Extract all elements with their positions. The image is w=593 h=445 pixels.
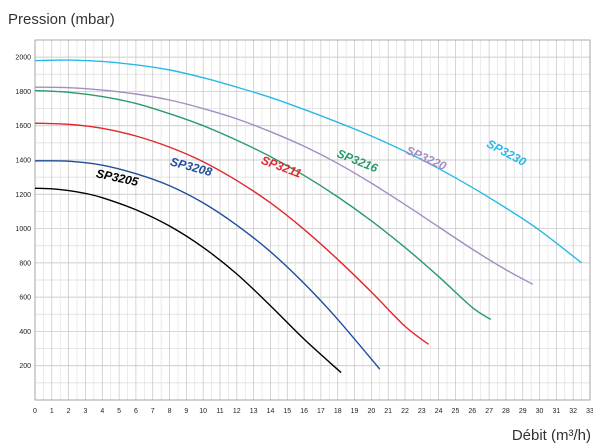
x-tick-label: 5 (117, 408, 121, 415)
series-line-sp3205 (34, 187, 342, 374)
x-tick-label: 28 (502, 408, 510, 415)
y-tick-label: 1400 (15, 158, 31, 165)
y-tick-label: 400 (19, 329, 31, 336)
y-tick-label: 1000 (15, 226, 31, 233)
series-line-sp3211 (34, 122, 429, 345)
x-tick-label: 20 (367, 408, 375, 415)
series-label-sp3211: SP3211 (259, 153, 303, 181)
series-line-sp3208 (34, 160, 381, 370)
series-label-sp3205: SP3205 (95, 166, 140, 189)
x-tick-label: 21 (384, 408, 392, 415)
x-tick-label: 29 (519, 408, 527, 415)
x-tick-label: 0 (33, 408, 37, 415)
y-tick-label: 200 (19, 363, 31, 370)
x-axis-label: Débit (m³/h) (512, 427, 591, 444)
series-line-sp3220 (34, 86, 534, 285)
series-label-sp3216: SP3216 (335, 146, 380, 175)
x-tick-label: 27 (485, 408, 493, 415)
y-tick-label: 1600 (15, 123, 31, 130)
x-tick-label: 33 (586, 408, 593, 415)
x-tick-label: 32 (569, 408, 577, 415)
x-tick-label: 17 (317, 408, 325, 415)
x-tick-label: 3 (84, 408, 88, 415)
series-line-sp3216 (34, 89, 492, 321)
y-tick-label: 600 (19, 295, 31, 302)
plot-frame (34, 39, 591, 401)
x-tick-label: 26 (468, 408, 476, 415)
series-lines (34, 59, 583, 374)
x-tick-label: 14 (267, 408, 275, 415)
x-tick-label: 9 (184, 408, 188, 415)
series-label-sp3220: SP3220 (404, 143, 449, 173)
x-tick-label: 12 (233, 408, 241, 415)
x-tick-label: 18 (334, 408, 342, 415)
y-axis-label: Pression (mbar) (8, 11, 115, 28)
x-tick-label: 2 (67, 408, 71, 415)
grid (34, 39, 591, 401)
x-tick-label: 8 (168, 408, 172, 415)
x-tick-label: 6 (134, 408, 138, 415)
x-tick-label: 31 (552, 408, 560, 415)
x-tick-label: 15 (283, 408, 291, 415)
x-tick-labels: 0 1 2 3 4 5 6 7 8 9 10 11 12 13 14 15 16 17 18 19 20 21 22 23 24… (33, 408, 593, 415)
y-tick-labels: 200 400 600 800 1000 1200 1400 1600 1800 2000 (15, 55, 31, 371)
series-label-sp3208: SP3208 (169, 155, 214, 180)
x-tick-label: 16 (300, 408, 308, 415)
x-tick-label: 23 (418, 408, 426, 415)
y-tick-label: 2000 (15, 55, 31, 62)
x-tick-label: 1 (50, 408, 54, 415)
series-line-sp3230 (34, 59, 583, 264)
x-tick-label: 30 (536, 408, 544, 415)
y-tick-label: 1200 (15, 192, 31, 199)
x-tick-label: 11 (216, 408, 223, 415)
x-tick-label: 19 (351, 408, 359, 415)
x-tick-label: 22 (401, 408, 409, 415)
x-tick-label: 10 (199, 408, 207, 415)
series-label-sp3230: SP3230 (484, 137, 529, 170)
x-tick-label: 7 (151, 408, 155, 415)
y-tick-label: 1800 (15, 89, 31, 96)
y-tick-label: 800 (19, 260, 31, 267)
x-tick-label: 4 (100, 408, 104, 415)
x-tick-label: 13 (250, 408, 258, 415)
x-tick-label: 24 (435, 408, 443, 415)
x-tick-label: 25 (452, 408, 460, 415)
